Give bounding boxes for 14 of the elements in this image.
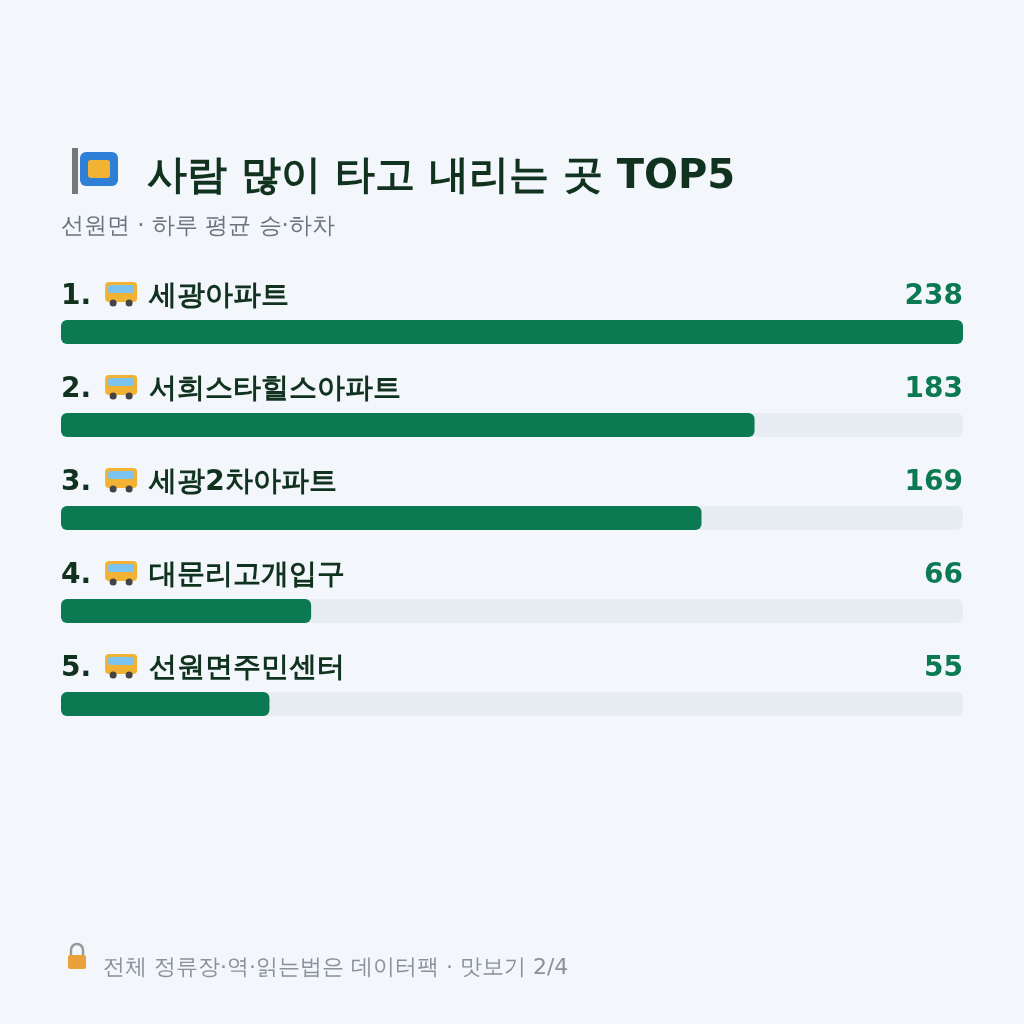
category-label: 2. 서희스타힐스아파트 [61, 371, 402, 404]
data-label: 66 [924, 557, 963, 590]
bar [61, 692, 270, 716]
text: 전체 정류장·역·읽는법은 데이터팩 · 맛보기 2/4 [103, 954, 569, 979]
data-label: 238 [904, 278, 963, 311]
category-label: 5. 선원면주민센터 [61, 650, 346, 683]
data-label: 55 [924, 650, 963, 683]
chart-subtitle: 선원면 · 하루 평균 승·하차 [61, 212, 335, 238]
data-label: 169 [904, 464, 963, 497]
chart-title: 사람 많이 타고 내리는 곳 TOP5 [147, 151, 736, 197]
data-label: 183 [904, 371, 963, 404]
category-label: 3. 세광2차아파트 [61, 464, 337, 497]
category-label: 4. 대문리고개입구 [61, 557, 346, 590]
category-label: 1. 세광아파트 [61, 278, 290, 311]
